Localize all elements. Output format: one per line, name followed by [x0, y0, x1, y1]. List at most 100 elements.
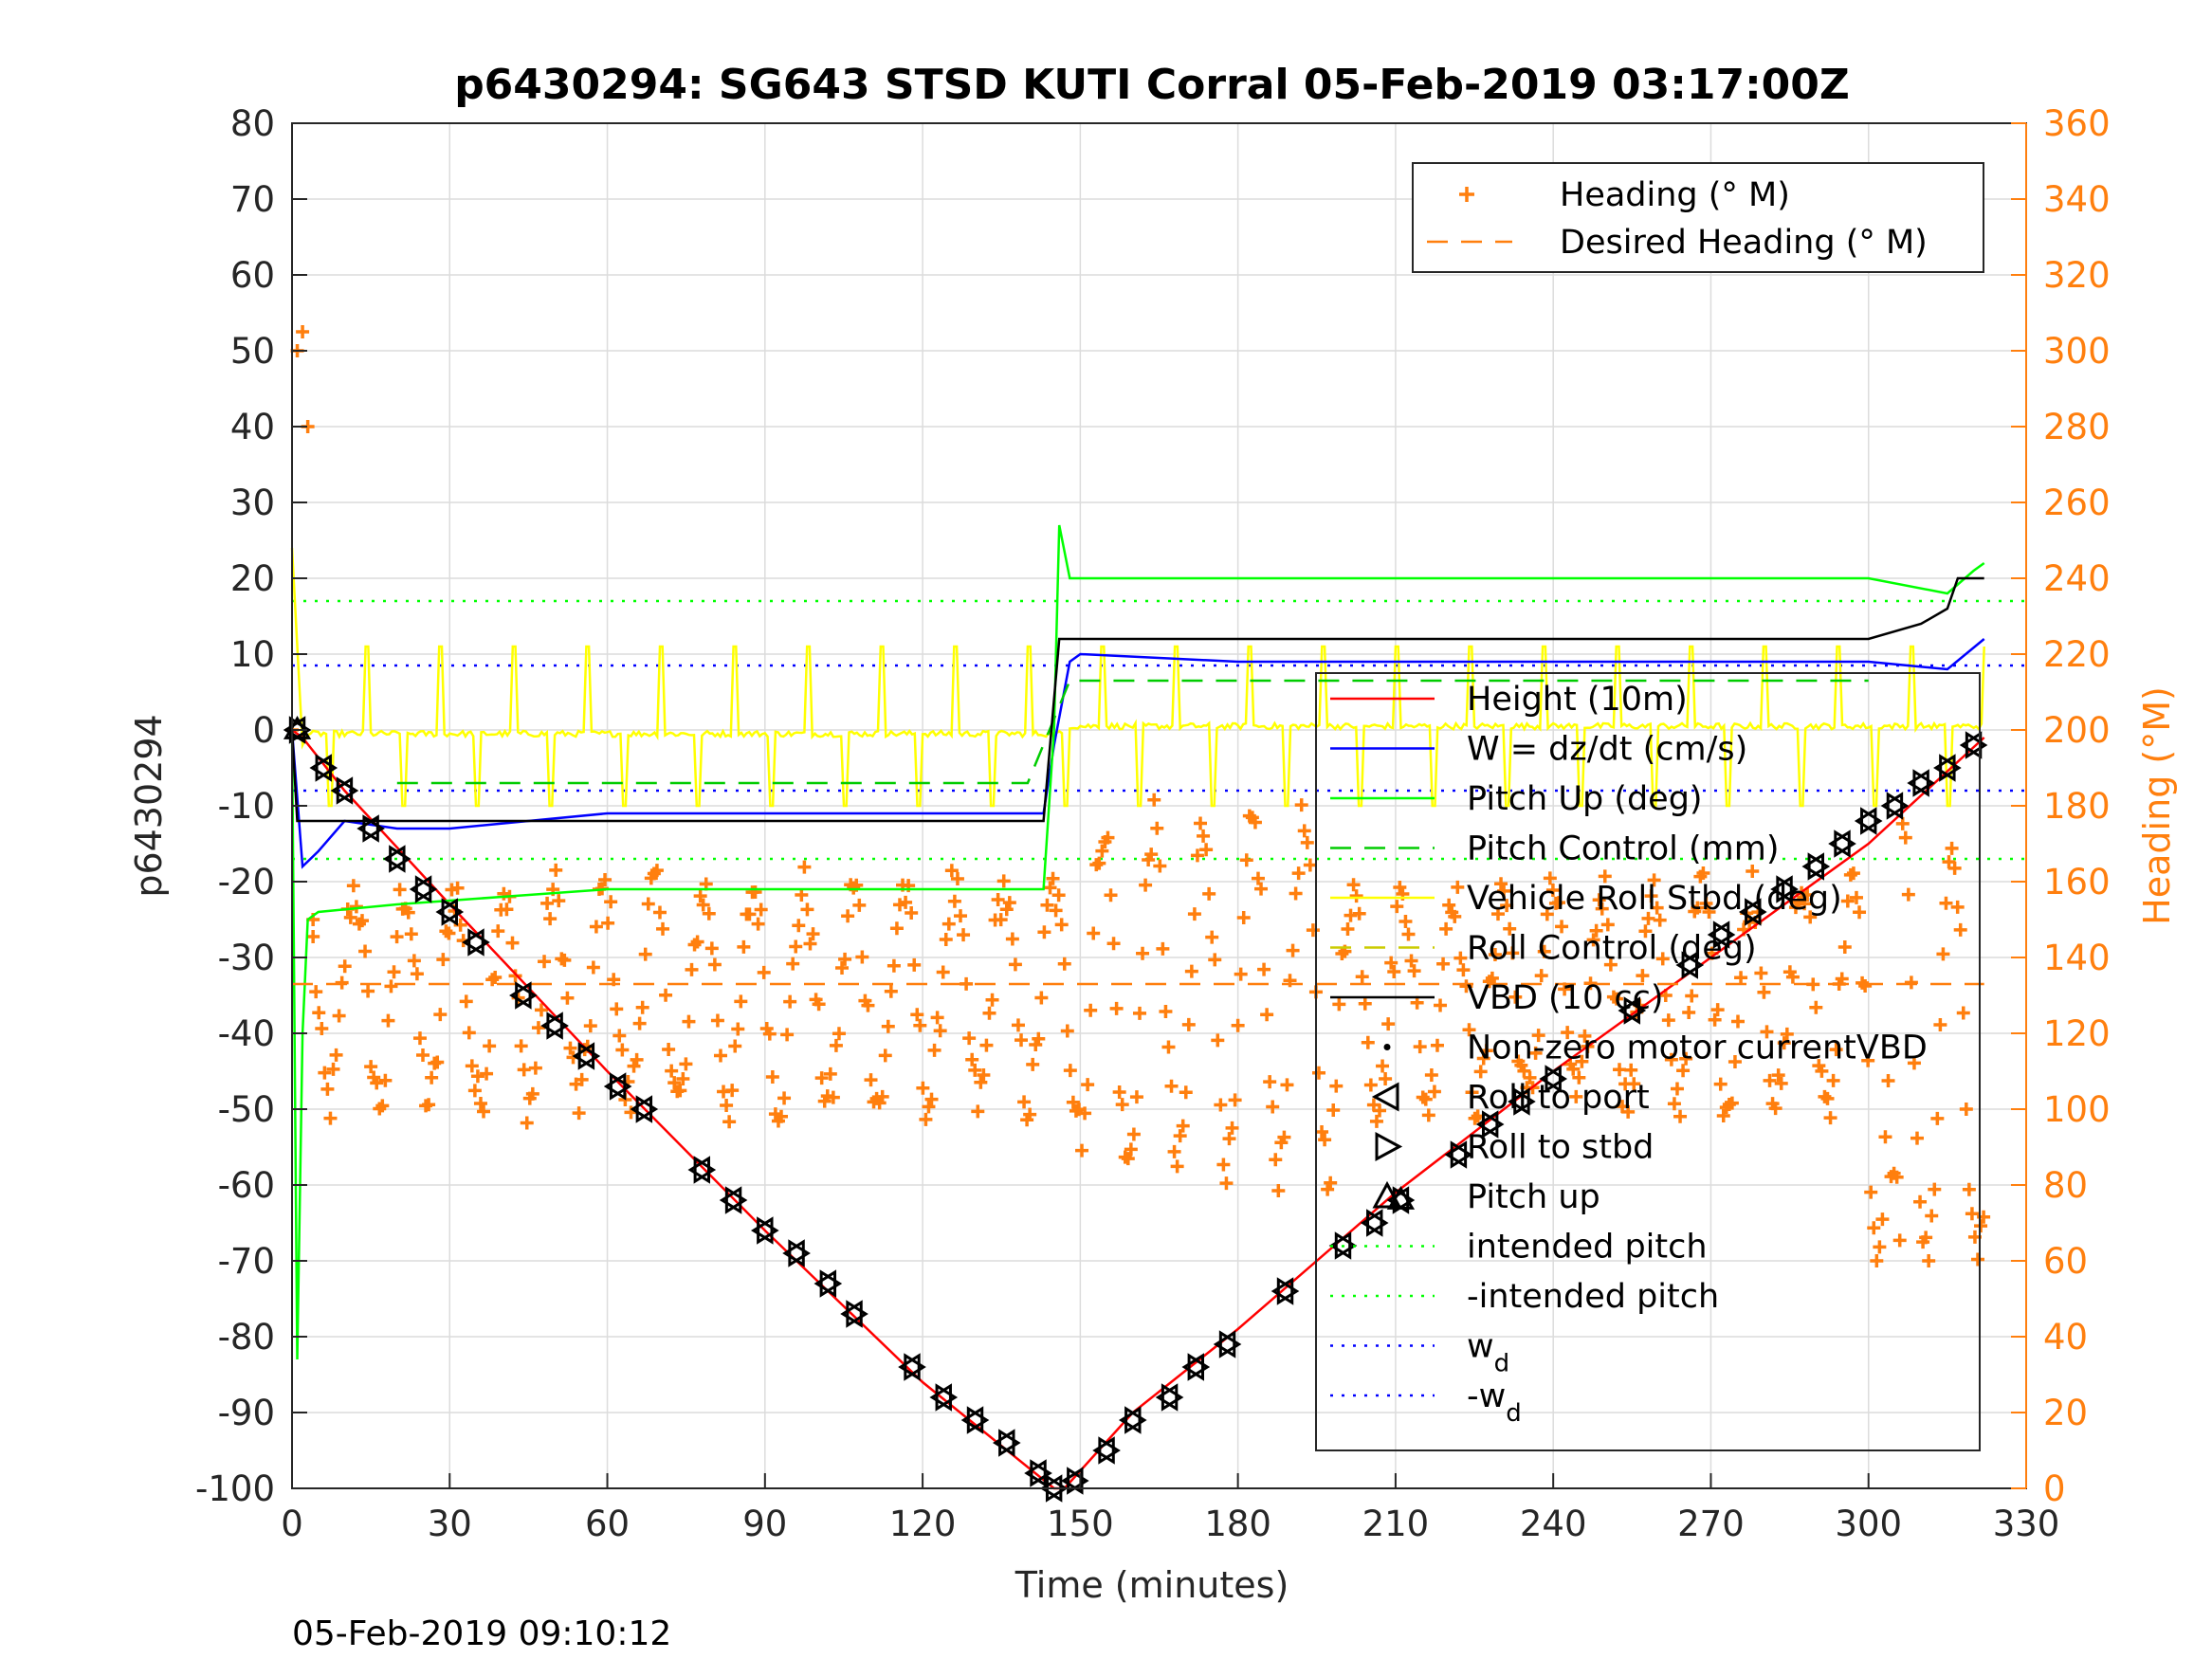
- y-left-tick-label: 60: [230, 255, 275, 296]
- heading-point: [1925, 1209, 1939, 1223]
- legend-main-entry: Roll to port: [1371, 1079, 1650, 1117]
- legend-main-entry: Roll Control (deg): [1330, 930, 1757, 968]
- heading-point: [679, 1057, 693, 1071]
- legend-label-text: Pitch up: [1467, 1178, 1600, 1216]
- heading-point: [652, 905, 667, 920]
- heading-point: [682, 1014, 696, 1029]
- y-right-tick-label: 60: [2043, 1241, 2088, 1282]
- heading-point: [1286, 943, 1300, 957]
- y-right-tick-label: 120: [2043, 1013, 2111, 1054]
- roll-to-port-marker: [1328, 1231, 1352, 1260]
- heading-point: [742, 907, 757, 921]
- heading-point: [1555, 920, 1569, 934]
- heading-point: [1641, 911, 1655, 925]
- heading-point: [1537, 944, 1551, 958]
- heading-point: [1768, 1102, 1782, 1116]
- heading-point: [1063, 1064, 1077, 1078]
- heading-point: [1840, 894, 1855, 908]
- heading-point: [635, 1000, 649, 1014]
- heading-point: [416, 1048, 430, 1063]
- heading-point: [965, 1052, 979, 1066]
- roll-to-port-marker: [1024, 1459, 1047, 1487]
- heading-point: [1913, 1194, 1928, 1209]
- heading-point: [404, 927, 418, 941]
- legend-label-text: Pitch Control (mm): [1467, 830, 1779, 868]
- heading-point: [1297, 824, 1311, 838]
- heading-point: [1032, 1031, 1046, 1046]
- heading-point: [841, 909, 855, 923]
- heading-point: [1798, 897, 1812, 911]
- heading-point: [1311, 1066, 1325, 1080]
- roll-to-stbd-marker: [1745, 898, 1767, 926]
- legend-label: Vehicle Roll Stbd (deg): [1467, 880, 1842, 918]
- series-pitch-control-mm: [396, 679, 1869, 785]
- roll-to-port-marker: [687, 1156, 711, 1184]
- heading-point: [335, 975, 349, 990]
- heading-point: [1545, 884, 1560, 898]
- heading-point: [1933, 1017, 1947, 1031]
- roll-to-stbd-marker: [1450, 1140, 1473, 1169]
- heading-point: [1453, 951, 1468, 965]
- y-axis-right-label: Heading (°M): [2136, 686, 2178, 925]
- heading-point: [939, 932, 953, 946]
- heading-point: [1815, 1064, 1829, 1078]
- heading-point: [412, 1031, 427, 1046]
- heading-point: [384, 979, 398, 994]
- heading-point: [1413, 1040, 1427, 1054]
- y-right-tick-label: 200: [2043, 710, 2111, 751]
- roll-to-stbd-marker: [1776, 875, 1799, 903]
- heading-point: [586, 960, 600, 975]
- heading-point: [1112, 1085, 1126, 1099]
- roll-to-port-marker: [1213, 1330, 1236, 1358]
- roll-to-stbd-marker: [1939, 754, 1962, 782]
- y-right-tick-label: 20: [2043, 1393, 2088, 1433]
- heading-point: [1231, 1018, 1245, 1032]
- heading-point: [916, 1081, 930, 1095]
- roll-to-port-marker: [603, 1072, 627, 1101]
- heading-point: [480, 1066, 494, 1081]
- heading-point: [1202, 886, 1216, 901]
- heading-point: [1144, 848, 1159, 862]
- heading-point: [1600, 918, 1615, 932]
- heading-point: [783, 994, 797, 1009]
- roll-to-port-marker: [1801, 852, 1824, 881]
- heading-point: [1421, 1108, 1435, 1122]
- heading-point: [731, 1022, 745, 1036]
- heading-point: [1075, 1143, 1089, 1158]
- heading-point: [1636, 969, 1650, 983]
- heading-point: [459, 994, 473, 1009]
- roll-to-stbd-marker: [635, 1095, 659, 1123]
- heading-point: [710, 1013, 724, 1028]
- legend-label-text: -w: [1467, 1377, 1506, 1415]
- heading-point: [887, 958, 901, 973]
- legend-label: Roll to stbd: [1467, 1129, 1654, 1167]
- heading-point: [927, 1043, 941, 1057]
- heading-point: [465, 1059, 479, 1073]
- roll-to-stbd-marker: [1834, 830, 1856, 858]
- heading-point: [994, 913, 1008, 927]
- y-left-tick-label: -30: [218, 938, 275, 978]
- heading-point: [1603, 957, 1618, 972]
- heading-point: [1947, 861, 1962, 875]
- heading-point: [1147, 793, 1161, 807]
- heading-point: [707, 957, 722, 972]
- roll-to-stbd-marker: [819, 1269, 843, 1298]
- roll-to-stbd-marker: [1187, 1353, 1211, 1381]
- heading-point: [1849, 890, 1863, 904]
- roll-to-port-marker: [309, 754, 332, 782]
- roll-to-port-marker: [1828, 830, 1851, 858]
- heading-point: [1384, 956, 1398, 970]
- heading-point: [1638, 924, 1653, 939]
- heading-point: [1627, 1077, 1641, 1091]
- y-left-tick-label: 40: [230, 407, 275, 447]
- heading-point: [1673, 1109, 1688, 1123]
- legend-label-text: w: [1467, 1328, 1494, 1366]
- heading-point: [1150, 821, 1164, 835]
- roll-to-port-marker: [1118, 1406, 1142, 1434]
- roll-to-port-marker: [1770, 875, 1793, 903]
- heading-point: [1613, 1063, 1627, 1077]
- y-left-tick-label: -40: [218, 1013, 275, 1054]
- heading-point: [971, 1104, 985, 1119]
- heading-point: [1936, 947, 1950, 961]
- heading-point: [1655, 952, 1670, 966]
